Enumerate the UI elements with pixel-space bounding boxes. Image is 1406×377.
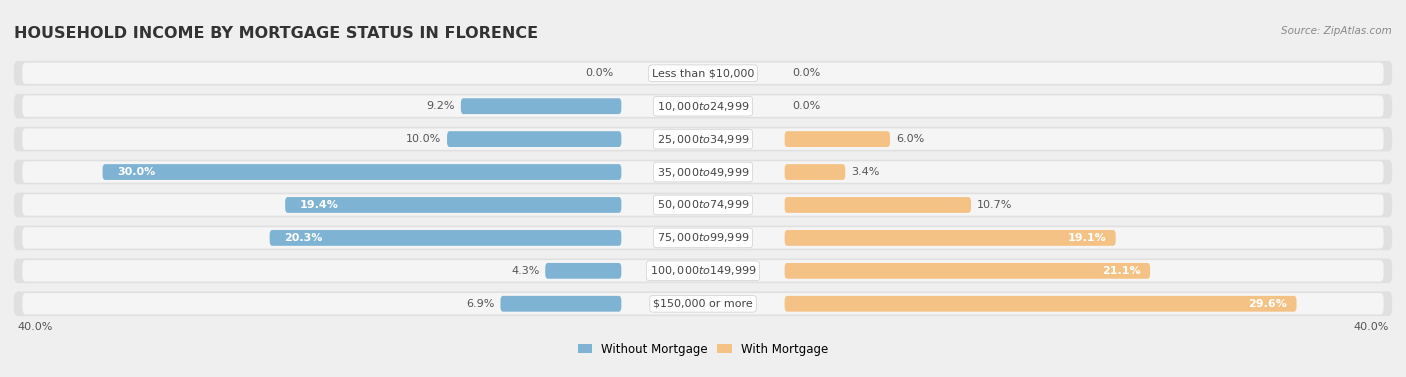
Text: 3.4%: 3.4% xyxy=(851,167,880,177)
Text: 10.7%: 10.7% xyxy=(977,200,1012,210)
Text: Source: ZipAtlas.com: Source: ZipAtlas.com xyxy=(1281,26,1392,37)
Text: $150,000 or more: $150,000 or more xyxy=(654,299,752,309)
Text: 40.0%: 40.0% xyxy=(1353,322,1389,333)
Text: 0.0%: 0.0% xyxy=(793,101,821,111)
FancyBboxPatch shape xyxy=(22,63,1384,84)
FancyBboxPatch shape xyxy=(22,161,1384,183)
FancyBboxPatch shape xyxy=(22,227,1384,248)
Text: 19.1%: 19.1% xyxy=(1067,233,1107,243)
FancyBboxPatch shape xyxy=(14,160,1392,184)
FancyBboxPatch shape xyxy=(785,263,1150,279)
Text: 4.3%: 4.3% xyxy=(510,266,540,276)
Text: $50,000 to $74,999: $50,000 to $74,999 xyxy=(657,198,749,211)
FancyBboxPatch shape xyxy=(22,129,1384,150)
Text: $35,000 to $49,999: $35,000 to $49,999 xyxy=(657,166,749,179)
Text: 9.2%: 9.2% xyxy=(426,101,456,111)
FancyBboxPatch shape xyxy=(501,296,621,312)
Text: 20.3%: 20.3% xyxy=(284,233,323,243)
FancyBboxPatch shape xyxy=(22,260,1384,282)
Text: 40.0%: 40.0% xyxy=(17,322,53,333)
Legend: Without Mortgage, With Mortgage: Without Mortgage, With Mortgage xyxy=(574,338,832,360)
FancyBboxPatch shape xyxy=(546,263,621,279)
FancyBboxPatch shape xyxy=(103,164,621,180)
FancyBboxPatch shape xyxy=(14,225,1392,250)
Text: $75,000 to $99,999: $75,000 to $99,999 xyxy=(657,231,749,244)
Text: 0.0%: 0.0% xyxy=(585,68,613,78)
FancyBboxPatch shape xyxy=(785,197,972,213)
Text: Less than $10,000: Less than $10,000 xyxy=(652,68,754,78)
Text: 10.0%: 10.0% xyxy=(406,134,441,144)
Text: 30.0%: 30.0% xyxy=(117,167,156,177)
FancyBboxPatch shape xyxy=(22,293,1384,314)
Text: $100,000 to $149,999: $100,000 to $149,999 xyxy=(650,264,756,277)
FancyBboxPatch shape xyxy=(14,94,1392,118)
FancyBboxPatch shape xyxy=(14,291,1392,316)
Text: 0.0%: 0.0% xyxy=(793,68,821,78)
FancyBboxPatch shape xyxy=(285,197,621,213)
Text: 19.4%: 19.4% xyxy=(299,200,339,210)
FancyBboxPatch shape xyxy=(785,164,845,180)
Text: 21.1%: 21.1% xyxy=(1102,266,1140,276)
FancyBboxPatch shape xyxy=(14,127,1392,152)
Text: $25,000 to $34,999: $25,000 to $34,999 xyxy=(657,133,749,146)
Text: HOUSEHOLD INCOME BY MORTGAGE STATUS IN FLORENCE: HOUSEHOLD INCOME BY MORTGAGE STATUS IN F… xyxy=(14,26,538,41)
FancyBboxPatch shape xyxy=(270,230,621,246)
FancyBboxPatch shape xyxy=(22,95,1384,117)
FancyBboxPatch shape xyxy=(14,61,1392,86)
FancyBboxPatch shape xyxy=(461,98,621,114)
Text: $10,000 to $24,999: $10,000 to $24,999 xyxy=(657,100,749,113)
FancyBboxPatch shape xyxy=(785,296,1296,312)
FancyBboxPatch shape xyxy=(447,131,621,147)
FancyBboxPatch shape xyxy=(14,259,1392,283)
FancyBboxPatch shape xyxy=(785,230,1116,246)
Text: 29.6%: 29.6% xyxy=(1249,299,1286,309)
Text: 6.9%: 6.9% xyxy=(467,299,495,309)
FancyBboxPatch shape xyxy=(14,193,1392,217)
Text: 6.0%: 6.0% xyxy=(896,134,924,144)
FancyBboxPatch shape xyxy=(22,194,1384,216)
FancyBboxPatch shape xyxy=(785,131,890,147)
